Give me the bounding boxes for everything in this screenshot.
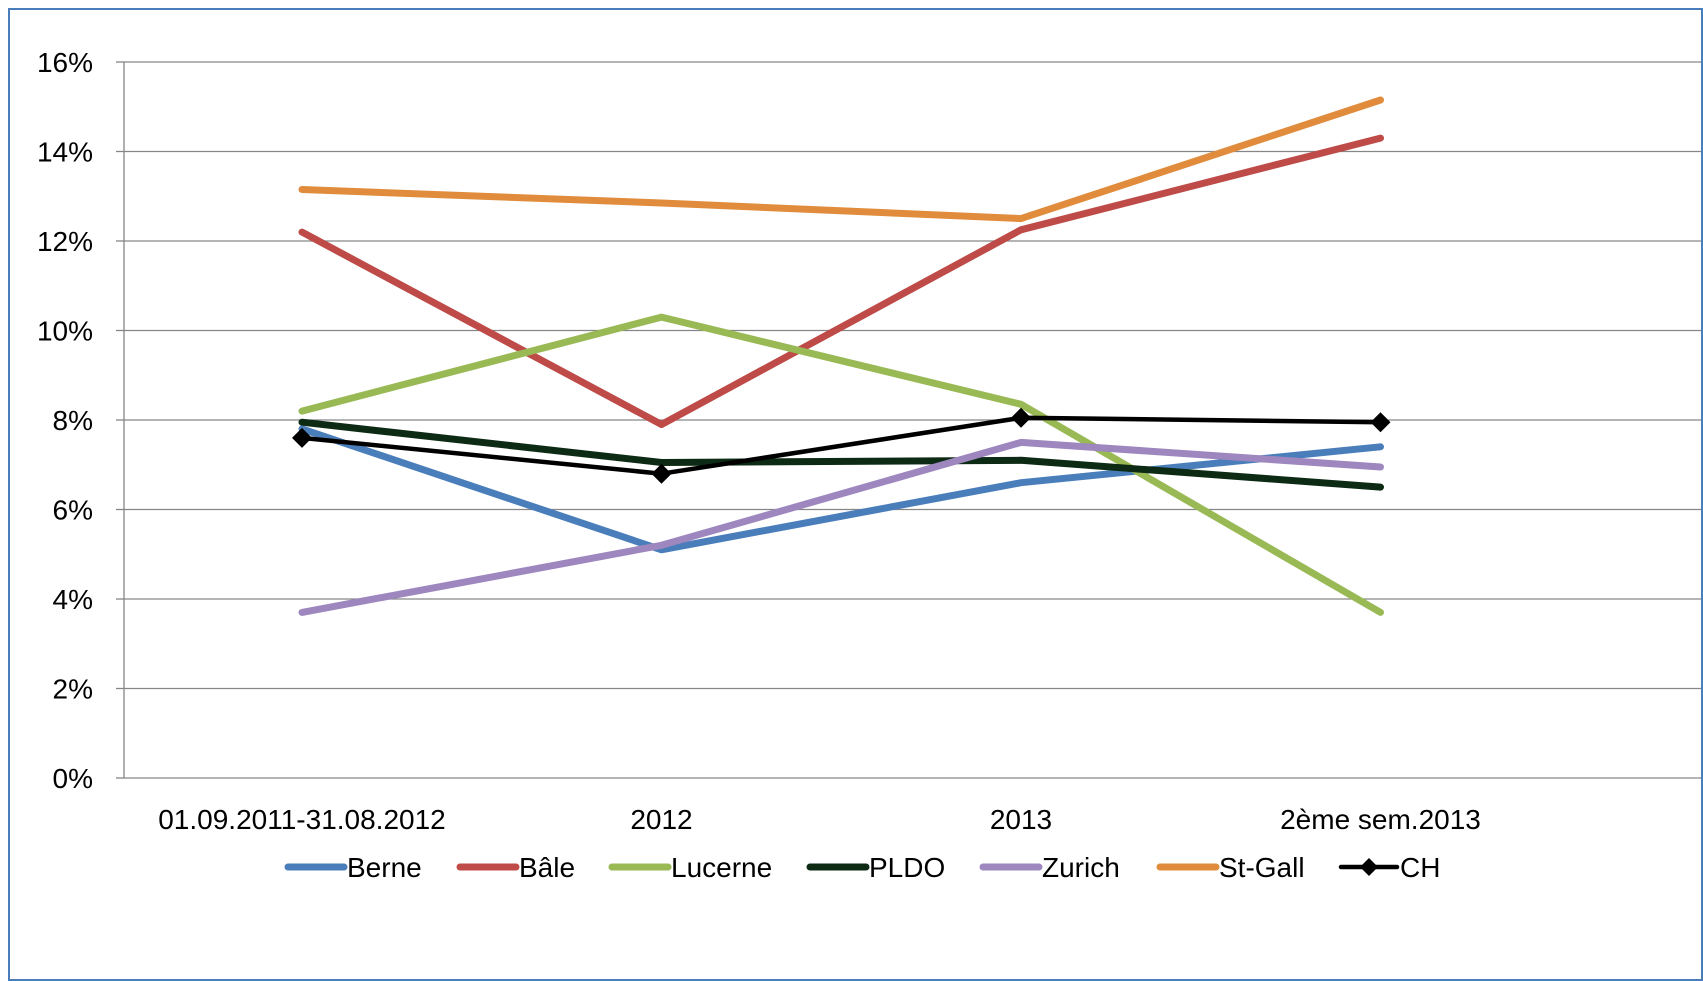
legend-item: CH [1338, 852, 1440, 883]
y-tick-label: 8% [53, 405, 93, 436]
series-line [299, 415, 1383, 476]
series-berne [298, 425, 1384, 554]
data-point-marker [651, 463, 672, 484]
series-line [298, 438, 1384, 616]
x-tick-label: 2013 [990, 804, 1052, 835]
series-line [298, 425, 1384, 554]
y-tick-label: 0% [53, 763, 93, 794]
y-tick-label: 6% [53, 495, 93, 526]
x-tick-label: 01.09.2011-31.08.2012 [158, 804, 446, 835]
y-tick-label: 14% [37, 137, 93, 168]
legend-label: St-Gall [1219, 852, 1305, 883]
data-point-marker [1370, 412, 1391, 433]
legend-item: PLDO [806, 852, 945, 883]
y-tick-label: 2% [53, 674, 93, 705]
legend-label: CH [1400, 852, 1440, 883]
legend-item: St-Gall [1156, 852, 1305, 883]
x-tick-label: 2ème sem.2013 [1280, 804, 1481, 835]
y-tick-label: 10% [37, 316, 93, 347]
series-b-le [298, 134, 1384, 428]
series-zurich [298, 438, 1384, 616]
series-lucerne [298, 313, 1384, 616]
legend-item: Berne [284, 852, 422, 883]
legend: Berne Bâle Lucerne PLDO Zurich St-Gall CH [284, 852, 1440, 883]
x-tick-labels: 01.09.2011-31.08.2012 2012 2013 2ème sem.20… [158, 804, 1481, 835]
legend-label: Berne [347, 852, 422, 883]
legend-label: PLDO [869, 852, 945, 883]
y-tick-label: 12% [37, 226, 93, 257]
legend-label: Lucerne [671, 852, 772, 883]
series-st-gall [298, 96, 1384, 223]
legend-label: Bâle [519, 852, 575, 883]
legend-item: Bâle [456, 852, 575, 883]
series-ch [292, 407, 1391, 484]
series-line [298, 134, 1384, 428]
series-line [298, 418, 1384, 491]
axes [116, 61, 1701, 779]
series-pldo [298, 418, 1384, 491]
y-tick-label: 4% [53, 584, 93, 615]
chart-frame: 0% 2% 4% 6% 8% 10% 12% 14% 16% 01.09.2011-31.08.… [8, 8, 1703, 981]
data-point-marker [1011, 407, 1031, 428]
y-tick-label: 16% [37, 47, 93, 78]
legend-item: Lucerne [608, 852, 772, 883]
y-tick-labels: 0% 2% 4% 6% 8% 10% 12% 14% 16% [37, 47, 93, 794]
data-point-marker [292, 427, 312, 448]
series-line [298, 96, 1384, 223]
legend-label: Zurich [1042, 852, 1120, 883]
legend-marker [1360, 858, 1378, 876]
series-line [298, 313, 1384, 616]
series-lines [292, 96, 1391, 616]
x-tick-label: 2012 [630, 804, 692, 835]
legend-item: Zurich [979, 852, 1120, 883]
line-chart: 0% 2% 4% 6% 8% 10% 12% 14% 16% 01.09.2011-31.08.… [37, 47, 1701, 883]
